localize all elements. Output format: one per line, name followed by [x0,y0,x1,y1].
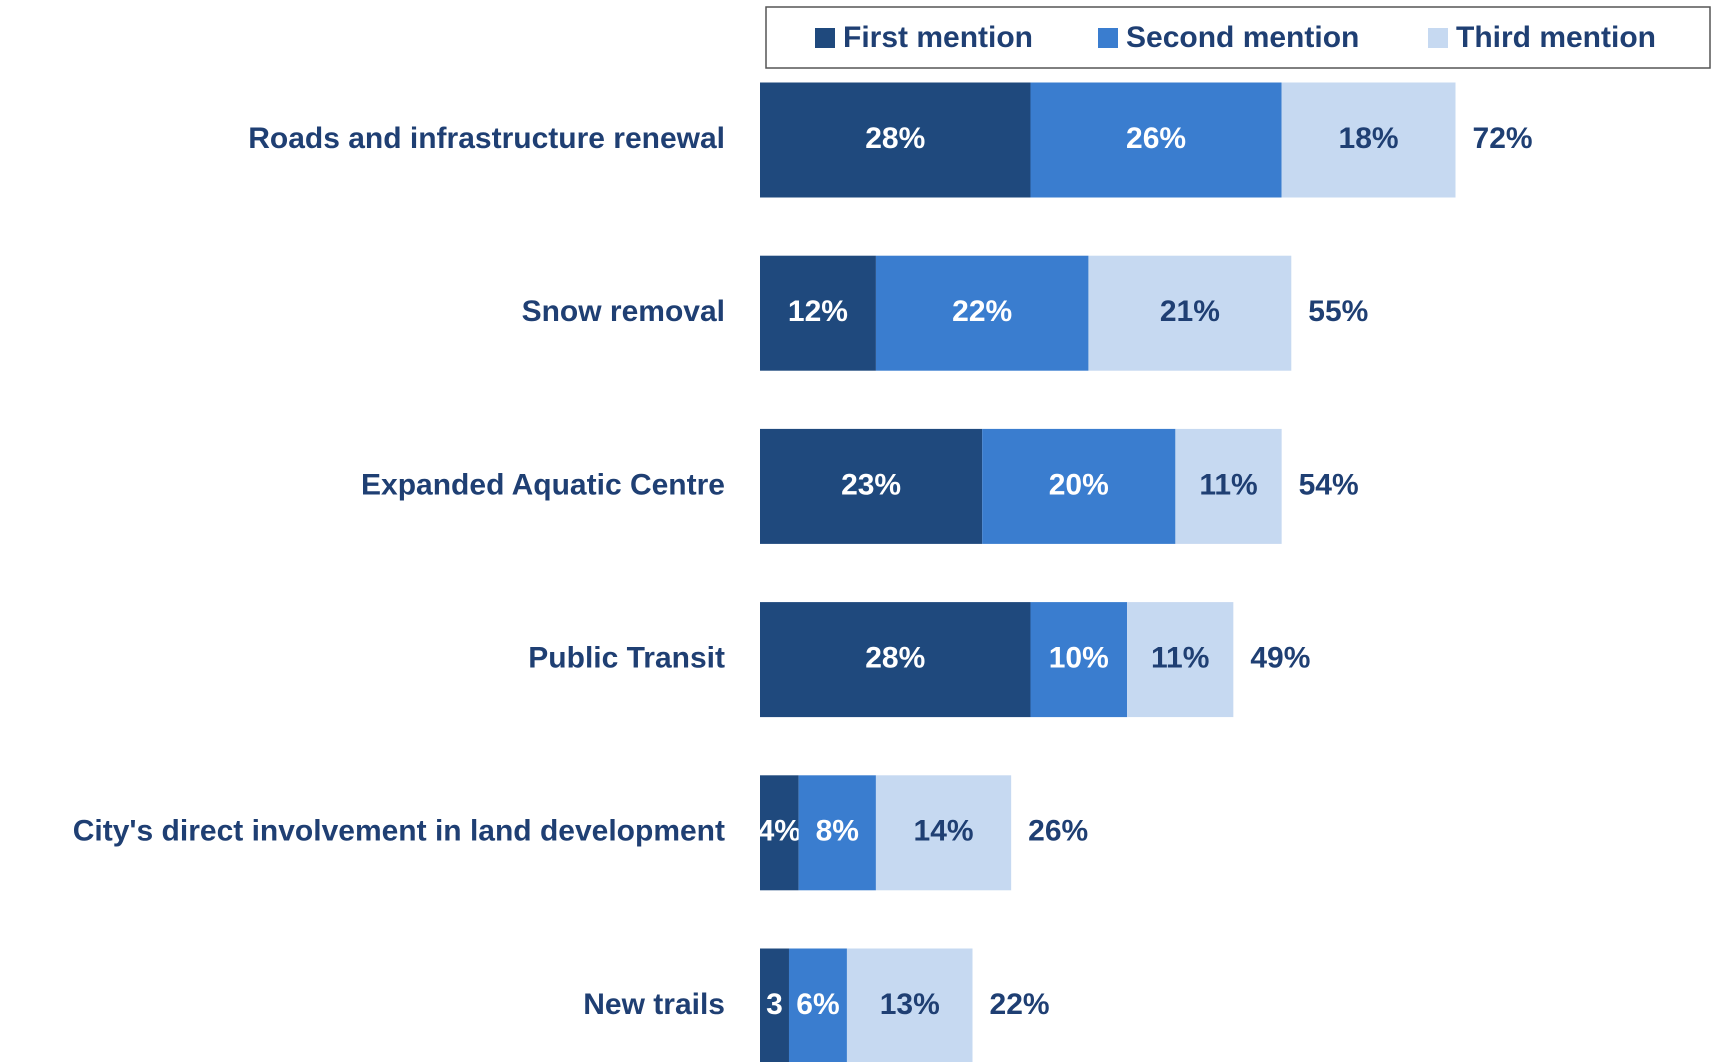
legend-label: First mention [843,21,1033,54]
value-label: 6% [796,988,839,1021]
value-label: 18% [1339,122,1399,155]
category-label: Snow removal [522,295,725,328]
value-label: 23% [841,468,901,501]
total-label: 49% [1250,642,1310,675]
value-label: 22% [952,295,1012,328]
bar-segment [982,428,1176,544]
bar-segment [760,82,1031,198]
legend-swatch [1428,28,1448,48]
value-label: 20% [1049,468,1109,501]
bar-segment [760,948,789,1062]
value-label: 10% [1049,642,1109,675]
bar-segment [1281,82,1456,198]
category-label: Public Transit [528,642,725,675]
total-label: 26% [1028,815,1088,848]
bar-segment [1088,255,1292,371]
bar-segment [1030,602,1128,718]
value-label: 21% [1160,295,1220,328]
total-label: 72% [1473,122,1533,155]
bar-segment [798,775,876,891]
value-label: 3 [766,988,783,1021]
bar-segment [846,948,973,1062]
bar-segment [875,775,1012,891]
value-label: 28% [865,122,925,155]
value-label: 13% [880,988,940,1021]
bar-segment [760,428,983,544]
total-label: 55% [1308,295,1368,328]
bar-segment [760,602,1031,718]
category-label: City's direct involvement in land develo… [73,815,725,848]
bar-segment [760,255,876,371]
legend-box [765,6,1711,69]
total-label: 22% [990,988,1050,1021]
category-label: Roads and infrastructure renewal [248,122,725,155]
legend-label: Second mention [1126,21,1359,54]
legend-swatch [1098,28,1118,48]
bar-segment [760,775,799,891]
value-label: 8% [816,815,859,848]
legend-swatch [815,28,835,48]
value-label: 11% [1151,642,1209,675]
value-label: 28% [865,642,925,675]
category-label: Expanded Aquatic Centre [361,468,725,501]
bar-segment [875,255,1089,371]
bar-segment [788,948,847,1062]
bar-segment [1175,428,1282,544]
value-label: 4% [758,815,801,848]
bar-segment [1030,82,1282,198]
category-label: New trails [583,988,725,1021]
legend-label: Third mention [1456,21,1656,54]
total-label: 54% [1299,468,1359,501]
value-label: 12% [788,295,848,328]
bar-segment [1127,602,1234,718]
value-label: 11% [1199,468,1257,501]
value-label: 26% [1126,122,1186,155]
value-label: 14% [914,815,974,848]
